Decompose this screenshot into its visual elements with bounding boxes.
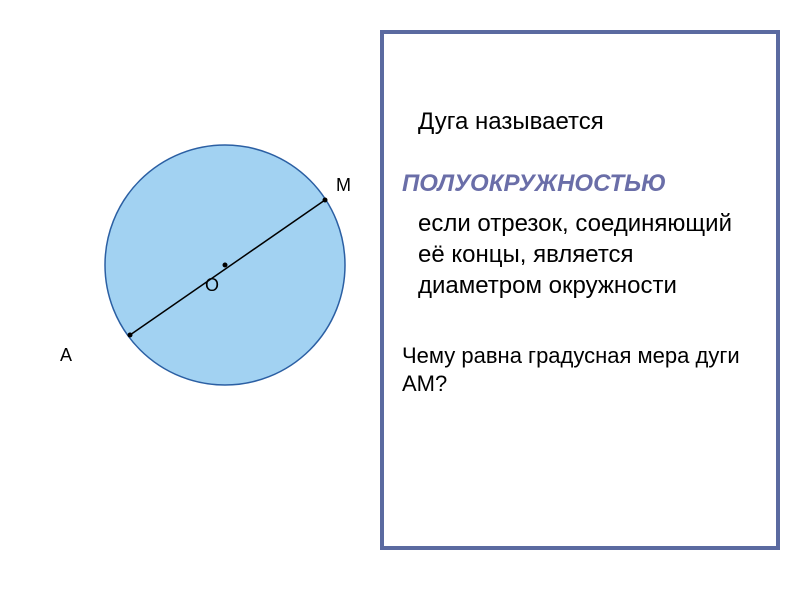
- point-a-label: А: [60, 345, 72, 366]
- point-m-dot: [323, 198, 328, 203]
- def-body: если отрезок, соединяющий её концы, явля…: [418, 208, 758, 302]
- center-dot: [223, 263, 228, 268]
- circle-diagram: О А М: [30, 120, 370, 460]
- definition-box: Дуга называется ПОЛУОКРУЖНОСТЬЮ если отр…: [380, 30, 780, 550]
- center-label: О: [205, 275, 219, 296]
- def-term: ПОЛУОКРУЖНОСТЬЮ: [402, 170, 758, 198]
- def-intro: Дуга называется: [418, 108, 758, 136]
- point-m-label: М: [336, 175, 351, 196]
- circle-svg: [100, 140, 350, 390]
- point-a-dot: [128, 333, 133, 338]
- question: Чему равна градусная мера дуги АМ?: [402, 342, 758, 399]
